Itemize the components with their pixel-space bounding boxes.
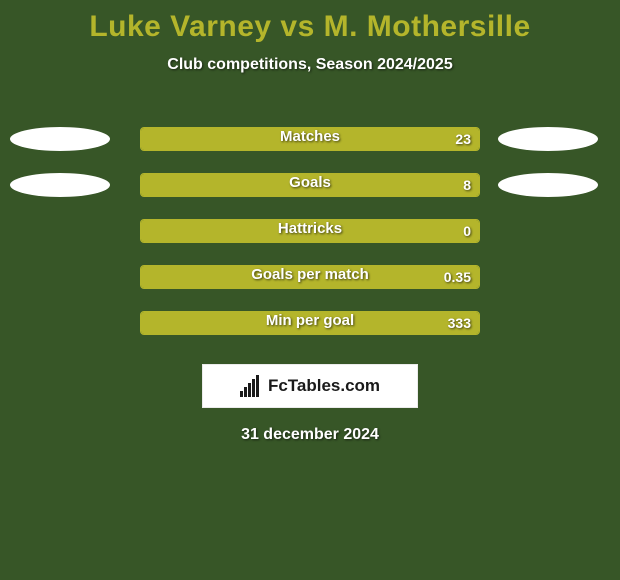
player1-marker — [10, 127, 110, 151]
comparison-card: Luke Varney vs M. Mothersille Club compe… — [0, 0, 620, 580]
bar-right-fill — [141, 174, 479, 196]
stat-row: 333Min per goal — [0, 300, 620, 346]
stat-value-right: 0.35 — [444, 269, 471, 285]
stat-value-right: 0 — [463, 223, 471, 239]
brand-badge: FcTables.com — [202, 364, 418, 408]
page-title: Luke Varney vs M. Mothersille — [0, 0, 620, 44]
stat-value-right: 333 — [448, 315, 471, 331]
stat-bar: 0Hattricks — [140, 219, 480, 243]
bar-right-fill — [141, 266, 479, 288]
player1-name: Luke Varney — [89, 10, 271, 43]
stat-bar: 23Matches — [140, 127, 480, 151]
subtitle: Club competitions, Season 2024/2025 — [0, 56, 620, 74]
bar-right-fill — [141, 220, 479, 242]
stat-row: 0Hattricks — [0, 208, 620, 254]
player2-name: M. Mothersille — [324, 10, 531, 43]
stat-bar: 333Min per goal — [140, 311, 480, 335]
date-text: 31 december 2024 — [0, 426, 620, 444]
stat-row: 23Matches — [0, 116, 620, 162]
player2-marker — [498, 173, 598, 197]
stat-value-right: 8 — [463, 177, 471, 193]
stat-bar: 0.35Goals per match — [140, 265, 480, 289]
player1-marker — [10, 173, 110, 197]
stat-row: 0.35Goals per match — [0, 254, 620, 300]
vs-separator: vs — [272, 10, 324, 43]
stat-row: 8Goals — [0, 162, 620, 208]
brand-chart-icon — [240, 375, 262, 397]
bar-right-fill — [141, 312, 479, 334]
player2-marker — [498, 127, 598, 151]
stats-list: 23Matches 8Goals 0Hattricks 0.35Goals per m… — [0, 116, 620, 346]
brand-text: FcTables.com — [268, 376, 380, 396]
stat-bar: 8Goals — [140, 173, 480, 197]
bar-right-fill — [141, 128, 479, 150]
stat-value-right: 23 — [455, 131, 471, 147]
